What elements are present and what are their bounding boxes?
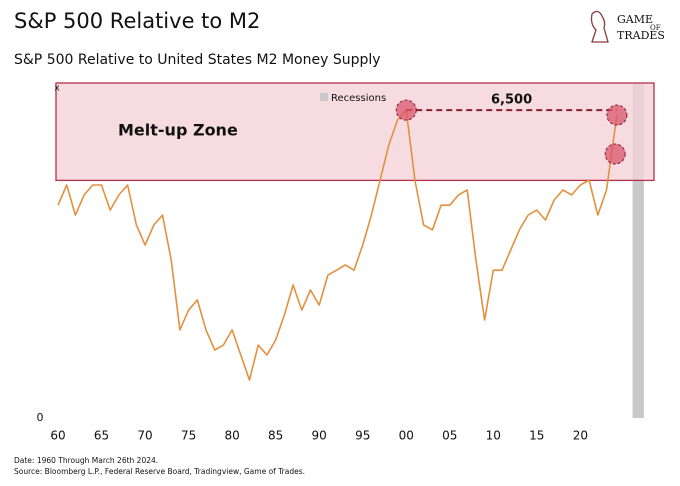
y-tick-label: x	[54, 84, 60, 94]
x-tick-label: 10	[486, 429, 501, 443]
series-line	[57, 109, 618, 381]
legend-swatch	[320, 93, 328, 101]
x-tick-label: 00	[399, 429, 414, 443]
highlight-circle	[606, 104, 628, 126]
x-tick-label: 80	[224, 429, 239, 443]
footnote: Date: 1960 Through March 26th 2024.	[14, 456, 158, 465]
logo-text: GAME	[617, 13, 653, 26]
y-tick-label: 0	[37, 411, 44, 424]
x-tick-label: 60	[50, 429, 65, 443]
highlight-circle	[604, 143, 626, 165]
x-tick-label: 85	[268, 429, 283, 443]
logo-icon	[590, 10, 609, 43]
logo-text: TRADES	[617, 29, 665, 42]
recession-band	[632, 83, 644, 418]
zone-label: Melt-up Zone	[118, 121, 238, 140]
highlight-circle	[395, 99, 417, 121]
x-tick-label: 75	[181, 429, 196, 443]
x-tick-label: 05	[442, 429, 457, 443]
x-tick-label: 65	[94, 429, 109, 443]
chart-subtitle: S&P 500 Relative to United States M2 Mon…	[14, 52, 381, 68]
gap-label: 6,500	[491, 93, 532, 108]
logo: GAME OF TRADES	[590, 10, 665, 43]
x-tick-label: 15	[529, 429, 544, 443]
x-tick-label: 90	[312, 429, 327, 443]
chart-title: S&P 500 Relative to M2	[14, 9, 260, 33]
zone-band	[55, 82, 655, 182]
logo-text: OF	[650, 24, 661, 32]
legend-label: Recessions	[331, 93, 386, 104]
x-tick-label: 20	[573, 429, 588, 443]
footnote: Source: Bloomberg L.P., Federal Reserve …	[14, 467, 305, 476]
x-tick-label: 95	[355, 429, 370, 443]
x-tick-label: 70	[137, 429, 152, 443]
